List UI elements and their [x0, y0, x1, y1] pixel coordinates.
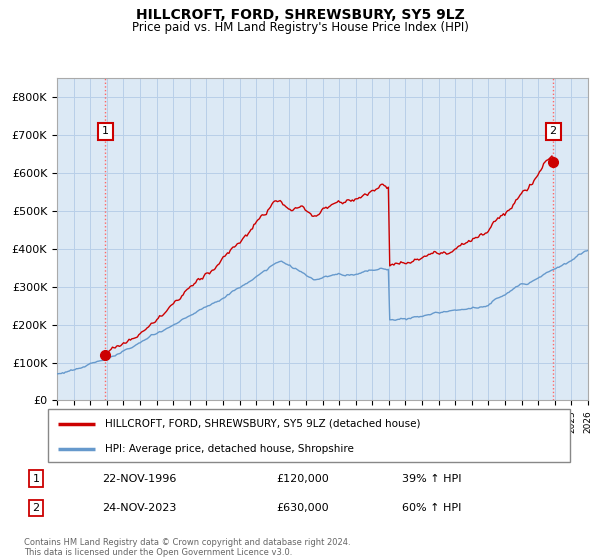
Text: HILLCROFT, FORD, SHREWSBURY, SY5 9LZ: HILLCROFT, FORD, SHREWSBURY, SY5 9LZ — [136, 8, 464, 22]
Text: £630,000: £630,000 — [276, 503, 329, 513]
Text: 1: 1 — [101, 127, 109, 137]
Text: Contains HM Land Registry data © Crown copyright and database right 2024.
This d: Contains HM Land Registry data © Crown c… — [24, 538, 350, 557]
Text: 1: 1 — [32, 474, 40, 484]
Text: HPI: Average price, detached house, Shropshire: HPI: Average price, detached house, Shro… — [106, 444, 354, 454]
Text: HILLCROFT, FORD, SHREWSBURY, SY5 9LZ (detached house): HILLCROFT, FORD, SHREWSBURY, SY5 9LZ (de… — [106, 419, 421, 429]
Text: Price paid vs. HM Land Registry's House Price Index (HPI): Price paid vs. HM Land Registry's House … — [131, 21, 469, 34]
Text: 22-NOV-1996: 22-NOV-1996 — [102, 474, 176, 484]
Text: 60% ↑ HPI: 60% ↑ HPI — [402, 503, 461, 513]
Text: 2: 2 — [32, 503, 40, 513]
Text: £120,000: £120,000 — [276, 474, 329, 484]
Text: 24-NOV-2023: 24-NOV-2023 — [102, 503, 176, 513]
Text: 39% ↑ HPI: 39% ↑ HPI — [402, 474, 461, 484]
Text: 2: 2 — [550, 127, 557, 137]
